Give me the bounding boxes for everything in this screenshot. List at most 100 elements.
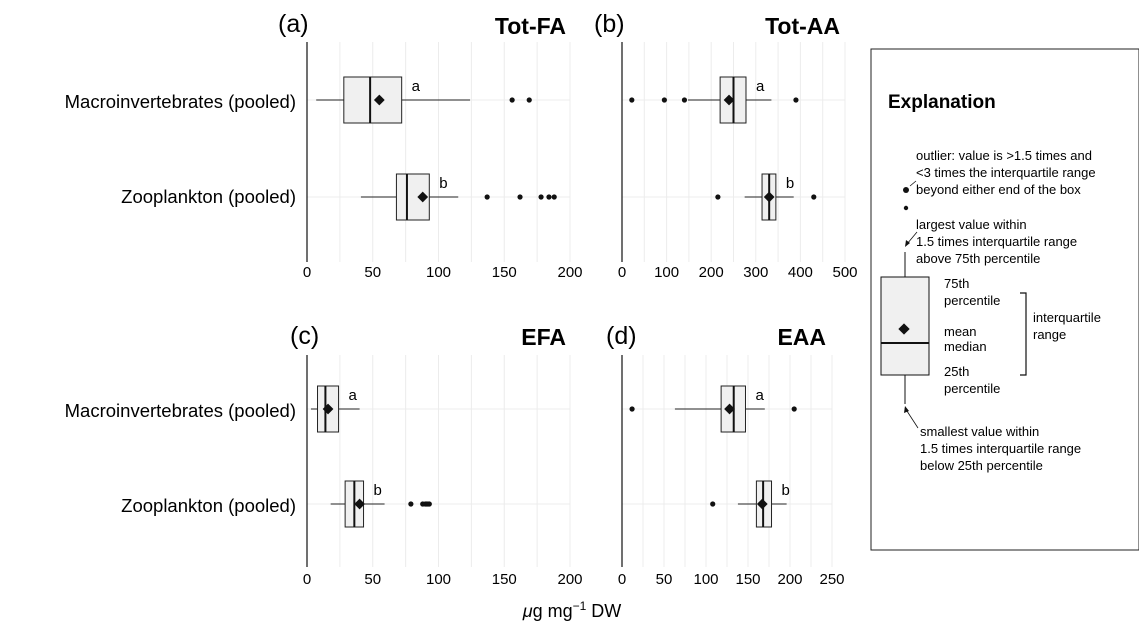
- legend-p25-text-1: 25th: [944, 364, 969, 379]
- outlier-point: [484, 194, 490, 200]
- explanation-legend: Explanation outlier: value is >1.5 times…: [870, 48, 1139, 551]
- x-tick-label: 100: [654, 264, 679, 281]
- legend-upper-whisker-text-1: largest value within: [916, 217, 1027, 232]
- group-letter: a: [349, 387, 358, 404]
- x-tick-label: 50: [656, 571, 673, 588]
- x-tick-label: 150: [735, 571, 760, 588]
- group-letter: b: [786, 175, 794, 192]
- outlier-point: [517, 194, 523, 200]
- legend-outlier-dot: [903, 187, 909, 193]
- x-tick-label: 200: [557, 571, 582, 588]
- x-tick-label: 200: [777, 571, 802, 588]
- legend-median-text: median: [944, 339, 987, 354]
- outlier-point: [629, 406, 635, 412]
- legend-leader-line: [906, 231, 918, 245]
- panel-b-label: (b): [594, 10, 625, 38]
- legend-iqr-text-1: interquartile: [1033, 310, 1101, 325]
- legend-p75-text-1: 75th: [944, 276, 969, 291]
- x-axis-label-exponent: −1: [573, 599, 587, 613]
- x-axis-label: μg mg−1 DW: [522, 599, 622, 621]
- panel-d-label: (d): [606, 322, 637, 350]
- outlier-point: [629, 97, 635, 103]
- x-tick-label: 0: [303, 571, 311, 588]
- panel-d-plot: 0 50 100 150 200 250 a b: [618, 355, 845, 588]
- mean-marker: [756, 498, 768, 510]
- legend-iqr-text-2: range: [1033, 327, 1066, 342]
- x-tick-label: 50: [364, 571, 381, 588]
- group-letter: b: [374, 482, 382, 499]
- legend-title: Explanation: [888, 92, 996, 113]
- box-plot-zooplankton: b: [330, 480, 432, 528]
- panel-c-plot: 0 50 100 150 200 a b: [303, 355, 583, 588]
- panel-c-label: (c): [290, 322, 319, 350]
- x-tick-label: 100: [693, 571, 718, 588]
- outlier-point: [538, 194, 544, 200]
- panel-b: (b) Tot-AA 0 100 200 300 400 500 a b: [594, 10, 858, 281]
- legend-mean-marker: [898, 323, 910, 335]
- group-letter: b: [782, 482, 790, 499]
- mean-marker: [763, 191, 775, 203]
- panel-a: (a) Tot-FA Macroinvertebrates (pooled) Z…: [65, 10, 583, 281]
- legend-outlier-dot: [903, 205, 909, 211]
- category-label-macroinvertebrates: Macroinvertebrates (pooled): [65, 400, 296, 421]
- legend-upper-whisker-text-2: 1.5 times interquartile range: [916, 234, 1077, 249]
- x-tick-label: 100: [426, 571, 451, 588]
- legend-upper-whisker-text-3: above 75th percentile: [916, 251, 1040, 266]
- box-plot-macroinvertebrates: a: [316, 76, 532, 124]
- outlier-point: [551, 194, 557, 200]
- box-plot-macroinvertebrates: a: [310, 385, 360, 433]
- category-label-macroinvertebrates: Macroinvertebrates (pooled): [65, 91, 296, 112]
- x-axis-label-tail: DW: [586, 601, 621, 621]
- x-tick-label: 200: [699, 264, 724, 281]
- x-tick-label: 0: [618, 571, 626, 588]
- outlier-point: [426, 501, 432, 507]
- box-plot-macroinvertebrates: a: [629, 385, 797, 433]
- group-letter: a: [412, 78, 421, 95]
- panel-b-plot: 0 100 200 300 400 500 a b: [618, 42, 858, 281]
- outlier-point: [408, 501, 414, 507]
- panel-c: (c) EFA Macroinvertebrates (pooled) Zoop…: [65, 322, 583, 588]
- outlier-point: [811, 194, 817, 200]
- panel-d: (d) EAA 0 50 100 150 200 250 a b: [606, 322, 845, 588]
- legend-outlier-text-2: <3 times the interquartile range: [916, 165, 1096, 180]
- group-letter: b: [439, 175, 447, 192]
- mean-marker: [354, 498, 365, 510]
- group-letter: a: [755, 387, 764, 404]
- outlier-point: [791, 406, 797, 412]
- outlier-point: [526, 97, 532, 103]
- mean-marker: [373, 94, 385, 106]
- x-tick-label: 150: [492, 571, 517, 588]
- x-tick-label: 0: [303, 264, 311, 281]
- legend-outlier-text-1: outlier: value is >1.5 times and: [916, 148, 1092, 163]
- outlier-point: [715, 194, 721, 200]
- legend-outlier-text-3: beyond either end of the box: [916, 182, 1081, 197]
- x-tick-label: 100: [426, 264, 451, 281]
- legend-iqr-bracket: [1020, 292, 1027, 376]
- legend-lower-whisker-text-2: 1.5 times interquartile range: [920, 441, 1081, 456]
- outlier-point: [509, 97, 515, 103]
- legend-arrow-head: [904, 406, 909, 413]
- outlier-point: [681, 97, 688, 103]
- group-letter: a: [756, 78, 765, 95]
- legend-lower-whisker-text-1: smallest value within: [920, 424, 1039, 439]
- legend-p75-text-2: percentile: [944, 293, 1000, 308]
- outlier-point: [546, 194, 552, 200]
- x-tick-label: 300: [743, 264, 768, 281]
- legend-leader-line: [909, 180, 917, 187]
- outlier-point: [661, 97, 667, 103]
- x-tick-label: 200: [557, 264, 582, 281]
- x-tick-label: 250: [819, 571, 844, 588]
- x-tick-label: 400: [788, 264, 813, 281]
- panel-b-title: Tot-AA: [765, 13, 840, 39]
- mean-marker: [417, 191, 429, 203]
- x-tick-label: 500: [832, 264, 857, 281]
- outlier-point: [710, 501, 716, 507]
- legend-mean-text: mean: [944, 324, 977, 339]
- mean-marker: [724, 403, 735, 415]
- panel-a-label: (a): [278, 10, 309, 38]
- box-plot-zooplankton: b: [360, 173, 557, 221]
- legend-lower-whisker-text-3: below 25th percentile: [920, 458, 1043, 473]
- panel-d-title: EAA: [777, 324, 826, 350]
- x-tick-label: 50: [364, 264, 381, 281]
